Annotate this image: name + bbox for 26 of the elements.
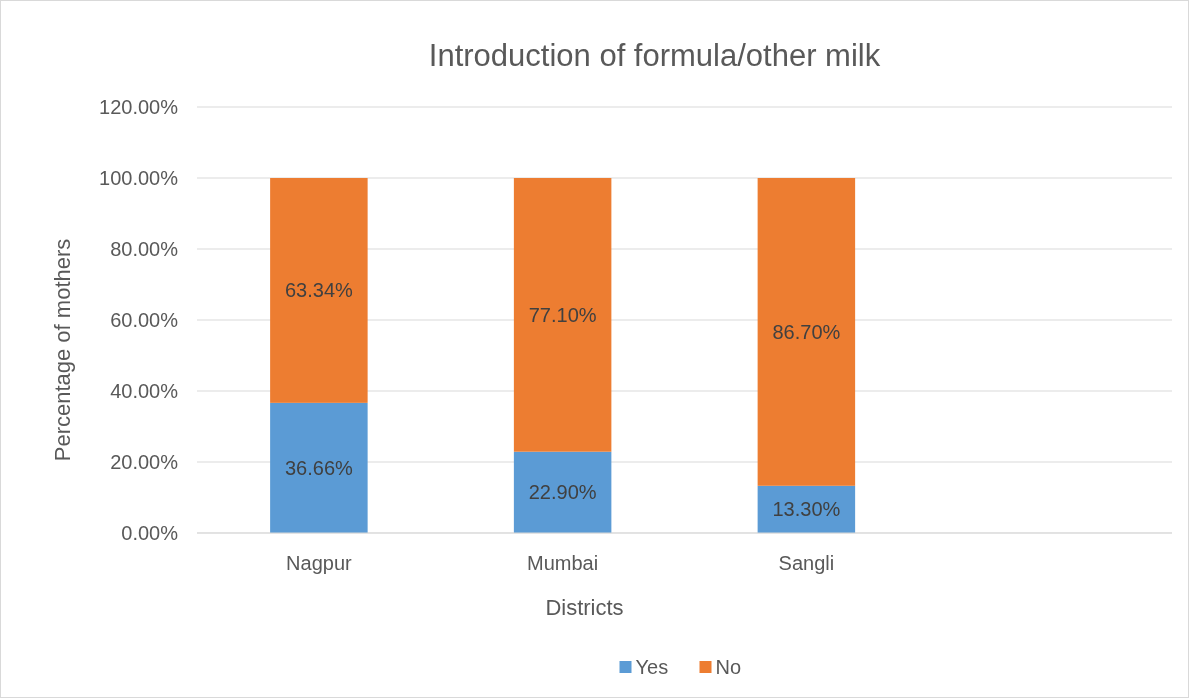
bar (270, 178, 368, 403)
bar (513, 451, 612, 533)
y-tick-label: 100.00% (99, 167, 179, 189)
bar (270, 402, 368, 533)
chart-title: Introduction of formula/other milk (428, 38, 881, 73)
y-tick-label: 120.00% (99, 96, 179, 118)
y-tick-label: 60.00% (110, 309, 179, 331)
data-label: 77.10% (528, 303, 597, 326)
data-label: 13.30% (772, 498, 841, 521)
data-label: 22.90% (528, 481, 597, 504)
legend-label: Yes (635, 656, 669, 678)
data-label: 36.66% (284, 456, 353, 479)
y-tick-label: 80.00% (110, 238, 179, 260)
y-tick-label: 20.00% (110, 451, 179, 473)
data-label: 86.70% (772, 320, 841, 343)
data-label: 63.34% (284, 279, 353, 302)
y-tick-label: 40.00% (110, 380, 179, 402)
x-axis-title: Districts (545, 594, 624, 620)
bar (513, 178, 612, 452)
x-tick-label: Sangli (778, 552, 835, 574)
y-axis-title: Percentage of mothers (49, 238, 75, 462)
bar (757, 178, 856, 486)
x-tick-label: Mumbai (527, 552, 599, 574)
legend-label: No (715, 656, 742, 678)
x-tick-label: Nagpur (286, 552, 353, 574)
y-tick-label: 0.00% (121, 522, 179, 544)
